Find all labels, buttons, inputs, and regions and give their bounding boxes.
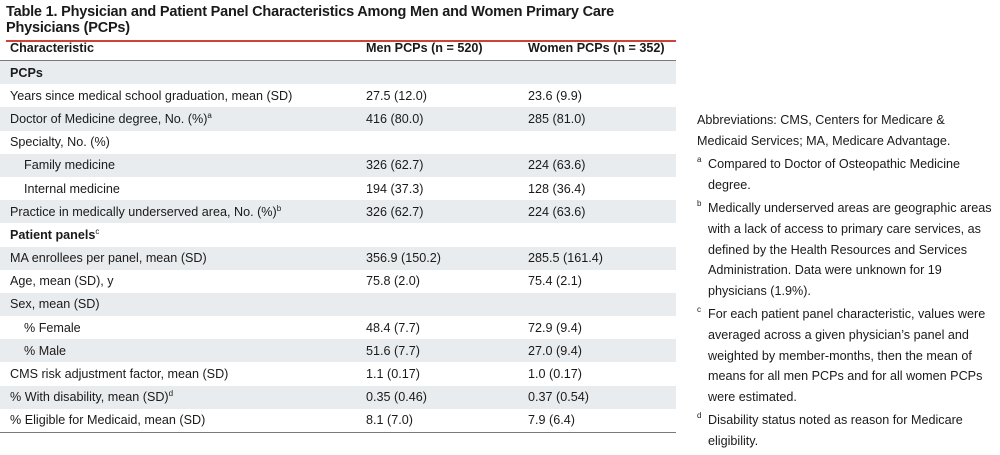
table-row: Specialty, No. (%)	[0, 130, 676, 154]
footnote-ref: b	[276, 203, 282, 213]
footnote-text: Compared to Doctor of Osteopathic Medici…	[708, 157, 960, 192]
row-label: % With disability, mean (SD)d	[0, 385, 356, 409]
row-label: Sex, mean (SD)	[0, 292, 356, 317]
table-row: PCPs	[0, 60, 676, 85]
row-men-value: 1.1 (0.17)	[356, 362, 518, 386]
row-women-value: 7.9 (6.4)	[518, 408, 676, 433]
table-row: % Eligible for Medicaid, mean (SD) 8.1 (…	[0, 408, 676, 433]
table-row: CMS risk adjustment factor, mean (SD) 1.…	[0, 362, 676, 386]
row-label: Years since medical school graduation, m…	[0, 84, 356, 108]
row-women-value: 75.4 (2.1)	[518, 269, 676, 293]
table-row: Internal medicine 194 (37.3) 128 (36.4)	[0, 176, 676, 201]
row-label: MA enrollees per panel, mean (SD)	[0, 246, 356, 270]
footnote: c For each patient panel characteristic,…	[697, 304, 997, 407]
footnote-text: For each patient panel characteristic, v…	[708, 307, 986, 404]
row-label: % Female	[0, 316, 356, 340]
row-men-value	[356, 60, 518, 85]
row-women-value	[518, 223, 676, 247]
row-label: Specialty, No. (%)	[0, 130, 356, 154]
row-women-value: 27.0 (9.4)	[518, 339, 676, 363]
table-row: Family medicine 326 (62.7) 224 (63.6)	[0, 153, 676, 177]
row-women-value: 72.9 (9.4)	[518, 316, 676, 340]
footnote-mark: a	[697, 155, 702, 165]
row-label: CMS risk adjustment factor, mean (SD)	[0, 362, 356, 386]
row-label: Age, mean (SD), y	[0, 269, 356, 293]
footnote-ref: d	[168, 389, 174, 399]
table-row: Age, mean (SD), y 75.8 (2.0) 75.4 (2.1)	[0, 269, 676, 293]
footnote-text: Disability status noted as reason for Me…	[708, 413, 963, 448]
row-women-value	[518, 130, 676, 154]
table-row: % Female 48.4 (7.7) 72.9 (9.4)	[0, 316, 676, 340]
row-women-value: 285.5 (161.4)	[518, 246, 676, 270]
row-men-value: 356.9 (150.2)	[356, 246, 518, 270]
header-men: Men PCPs (n = 520)	[356, 36, 518, 61]
footnote: d Disability status noted as reason for …	[697, 410, 997, 451]
row-women-value	[518, 292, 676, 317]
row-label: Practice in medically underserved area, …	[0, 200, 356, 224]
header-women: Women PCPs (n = 352)	[518, 36, 676, 61]
table-row: % Male 51.6 (7.7) 27.0 (9.4)	[0, 339, 676, 363]
footnote-ref: c	[95, 226, 100, 236]
row-men-value: 194 (37.3)	[356, 176, 518, 201]
row-women-value: 285 (81.0)	[518, 107, 676, 131]
table-row: MA enrollees per panel, mean (SD) 356.9 …	[0, 246, 676, 270]
row-women-value: 224 (63.6)	[518, 200, 676, 224]
abbreviations-note: Abbreviations: CMS, Centers for Medicare…	[697, 113, 951, 148]
row-men-value: 51.6 (7.7)	[356, 339, 518, 363]
table-row: Patient panelsc	[0, 223, 676, 247]
row-men-value	[356, 130, 518, 154]
row-men-value: 8.1 (7.0)	[356, 408, 518, 433]
row-men-value: 326 (62.7)	[356, 153, 518, 177]
row-label: PCPs	[0, 60, 356, 85]
table-header-row: Characteristic Men PCPs (n = 520) Women …	[0, 36, 676, 61]
row-men-value: 0.35 (0.46)	[356, 385, 518, 409]
footnote-mark: c	[697, 305, 701, 315]
row-women-value	[518, 60, 676, 85]
footnote-ref: a	[207, 110, 212, 120]
row-men-value	[356, 223, 518, 247]
table-row: Years since medical school graduation, m…	[0, 84, 676, 108]
row-label: % Male	[0, 339, 356, 363]
row-label: Patient panelsc	[0, 223, 356, 247]
row-men-value: 27.5 (12.0)	[356, 84, 518, 108]
row-men-value: 48.4 (7.7)	[356, 316, 518, 340]
footnote: b Medically underserved areas are geogra…	[697, 198, 997, 301]
row-men-value	[356, 292, 518, 317]
row-label: % Eligible for Medicaid, mean (SD)	[0, 408, 356, 433]
row-women-value: 224 (63.6)	[518, 153, 676, 177]
row-label: Internal medicine	[0, 176, 356, 201]
row-men-value: 416 (80.0)	[356, 107, 518, 131]
row-women-value: 0.37 (0.54)	[518, 385, 676, 409]
row-men-value: 326 (62.7)	[356, 200, 518, 224]
row-label: Doctor of Medicine degree, No. (%)a	[0, 107, 356, 131]
table-row: Practice in medically underserved area, …	[0, 200, 676, 224]
row-women-value: 23.6 (9.9)	[518, 84, 676, 108]
footnote-mark: b	[697, 199, 702, 209]
table-row: Sex, mean (SD)	[0, 292, 676, 317]
table-row: Doctor of Medicine degree, No. (%)a 416 …	[0, 107, 676, 131]
footnote-mark: d	[697, 411, 702, 421]
footnote: a Compared to Doctor of Osteopathic Medi…	[697, 154, 997, 195]
row-women-value: 1.0 (0.17)	[518, 362, 676, 386]
row-label: Family medicine	[0, 153, 356, 177]
table-row: % With disability, mean (SD)d 0.35 (0.46…	[0, 385, 676, 409]
characteristics-table: Characteristic Men PCPs (n = 520) Women …	[0, 36, 676, 433]
header-characteristic: Characteristic	[0, 36, 356, 61]
footnote-text: Medically underserved areas are geograph…	[708, 201, 992, 298]
row-men-value: 75.8 (2.0)	[356, 269, 518, 293]
row-women-value: 128 (36.4)	[518, 176, 676, 201]
table-notes: Abbreviations: CMS, Centers for Medicare…	[697, 110, 997, 455]
